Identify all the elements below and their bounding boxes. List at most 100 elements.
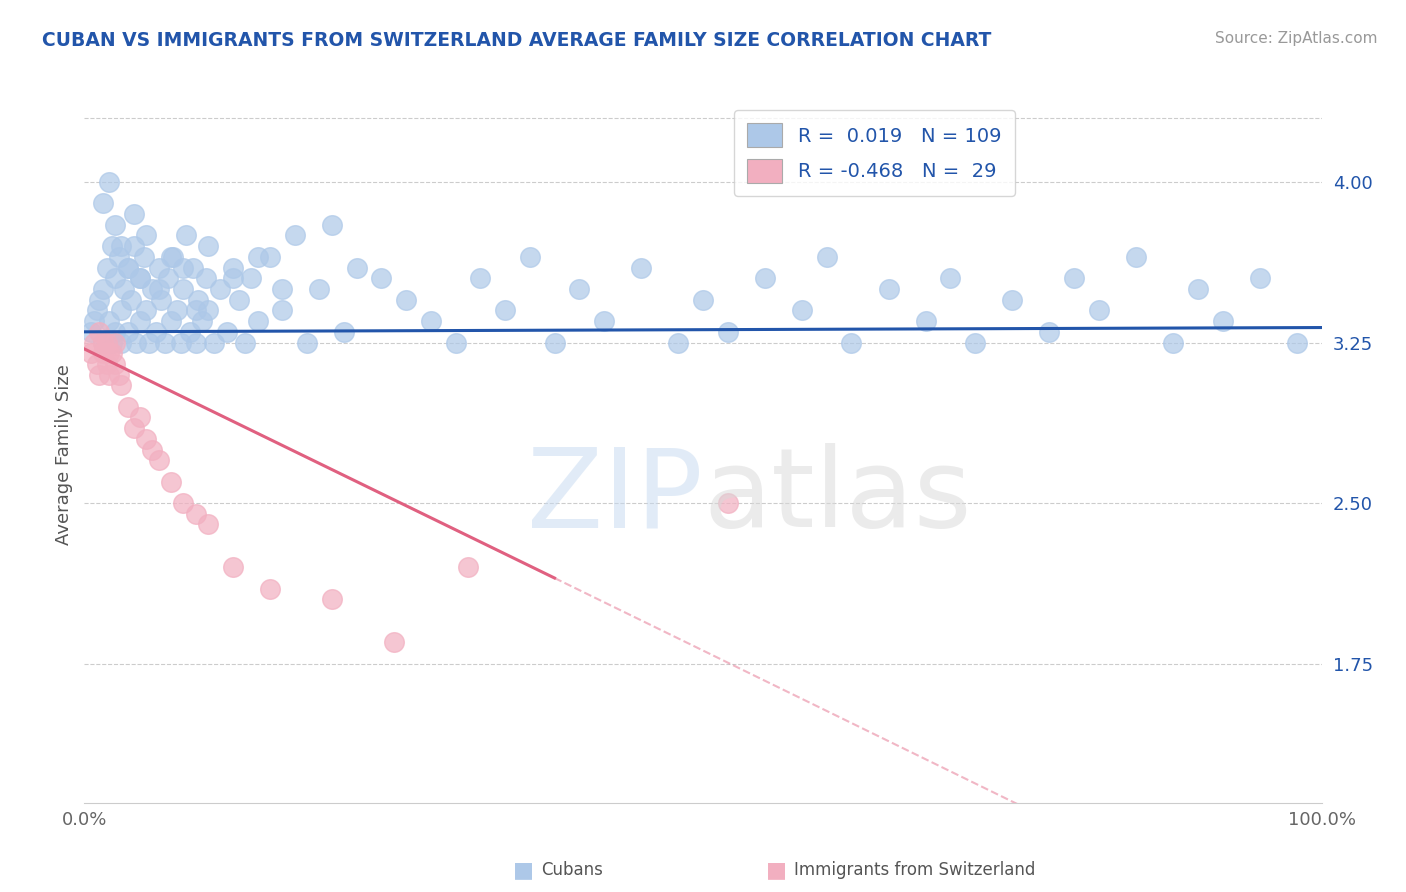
Point [543, 335, 565, 350]
Text: ■: ■ [513, 860, 534, 880]
Point [197, 517, 219, 532]
Point [157, 271, 180, 285]
Point [122, 421, 145, 435]
Point [79, 325, 101, 339]
Text: Cubans: Cubans [541, 861, 603, 879]
Point [630, 260, 652, 275]
Point [96, 335, 118, 350]
Point [790, 303, 813, 318]
Point [108, 368, 131, 382]
Point [91, 196, 114, 211]
Point [246, 250, 269, 264]
Legend: R =  0.019   N = 109, R = -0.468   N =  29: R = 0.019 N = 109, R = -0.468 N = 29 [734, 110, 1015, 196]
Point [83, 335, 105, 350]
Point [86, 303, 108, 318]
Point [382, 635, 405, 649]
Point [172, 282, 194, 296]
Point [110, 303, 132, 318]
Point [117, 260, 139, 275]
Point [83, 314, 105, 328]
Point [184, 507, 207, 521]
Point [91, 335, 114, 350]
Point [1249, 271, 1271, 285]
Point [117, 400, 139, 414]
Point [194, 271, 217, 285]
Point [148, 453, 170, 467]
Text: ZIP: ZIP [527, 443, 703, 550]
Text: CUBAN VS IMMIGRANTS FROM SWITZERLAND AVERAGE FAMILY SIZE CORRELATION CHART: CUBAN VS IMMIGRANTS FROM SWITZERLAND AVE… [42, 31, 991, 50]
Point [98, 346, 121, 360]
Point [104, 357, 127, 371]
Point [222, 560, 245, 574]
Point [160, 250, 183, 264]
Point [122, 207, 145, 221]
Text: atlas: atlas [703, 443, 972, 550]
Point [166, 303, 188, 318]
Point [965, 335, 987, 350]
Point [79, 346, 101, 360]
Point [184, 335, 207, 350]
Point [174, 228, 197, 243]
Point [284, 228, 307, 243]
Point [110, 239, 132, 253]
Point [568, 282, 591, 296]
Point [470, 271, 492, 285]
Point [222, 260, 245, 275]
Point [91, 282, 114, 296]
Point [160, 475, 183, 489]
Point [96, 357, 118, 371]
Point [110, 335, 132, 350]
Point [1001, 293, 1024, 307]
Point [148, 260, 170, 275]
Point [117, 325, 139, 339]
Point [135, 303, 157, 318]
Point [228, 293, 250, 307]
Text: Source: ZipAtlas.com: Source: ZipAtlas.com [1215, 31, 1378, 46]
Point [135, 228, 157, 243]
Point [1212, 314, 1234, 328]
Point [170, 335, 193, 350]
Point [108, 250, 131, 264]
Point [117, 260, 139, 275]
Point [666, 335, 689, 350]
Point [754, 271, 776, 285]
Point [104, 271, 127, 285]
Point [259, 250, 281, 264]
Point [89, 325, 111, 339]
Point [125, 335, 148, 350]
Point [172, 260, 194, 275]
Point [395, 293, 418, 307]
Point [370, 271, 392, 285]
Point [179, 325, 201, 339]
Point [104, 325, 127, 339]
Point [519, 250, 541, 264]
Point [233, 335, 256, 350]
Point [202, 335, 225, 350]
Point [112, 282, 135, 296]
Point [346, 260, 368, 275]
Point [1161, 335, 1184, 350]
Point [129, 271, 152, 285]
Point [877, 282, 900, 296]
Point [1038, 325, 1060, 339]
Point [333, 325, 356, 339]
Point [120, 293, 142, 307]
Point [96, 260, 118, 275]
Point [100, 239, 122, 253]
Point [815, 250, 838, 264]
Point [104, 218, 127, 232]
Point [914, 314, 936, 328]
Point [100, 346, 122, 360]
Point [100, 335, 122, 350]
Point [98, 368, 121, 382]
Point [141, 442, 163, 457]
Point [321, 218, 343, 232]
Point [122, 239, 145, 253]
Point [197, 239, 219, 253]
Point [209, 282, 232, 296]
Point [91, 346, 114, 360]
Point [1187, 282, 1209, 296]
Point [129, 314, 152, 328]
Point [141, 282, 163, 296]
Point [89, 368, 111, 382]
